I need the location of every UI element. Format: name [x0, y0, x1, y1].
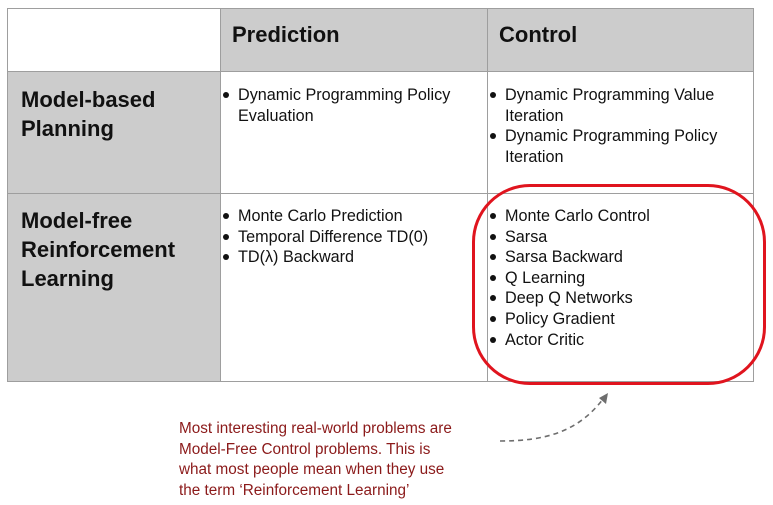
row-header-line: Learning — [21, 266, 114, 291]
grid-line-right — [753, 8, 754, 382]
list-item: Monte Carlo Prediction — [221, 206, 483, 227]
row-header-line: Model-free — [21, 208, 133, 233]
bullet-list: Monte Carlo Prediction Temporal Differen… — [221, 206, 483, 268]
list-item: Dynamic Programming Policy Iteration — [488, 126, 750, 167]
annotation-text: Most interesting real-world problems are… — [179, 419, 509, 501]
grid-line-bottom — [7, 381, 754, 382]
column-header-control: Control — [487, 9, 753, 71]
grid-line-col2 — [487, 8, 488, 382]
list-item: Temporal Difference TD(0) — [221, 227, 483, 248]
column-header-control-label: Control — [499, 22, 578, 47]
model-free-control-highlight — [472, 184, 766, 385]
cell-model-based-prediction: Dynamic Programming Policy Evaluation — [221, 85, 483, 126]
list-item: TD(λ) Backward — [221, 247, 483, 268]
list-item: Sarsa Backward — [488, 247, 750, 268]
annotation-line: Model-Free Control problems. This is — [179, 440, 431, 458]
annotation-line: the term ‘Reinforcement Learning’ — [179, 481, 410, 499]
grid-line-top — [7, 8, 754, 9]
cell-model-free-prediction: Monte Carlo Prediction Temporal Differen… — [221, 206, 483, 268]
row-header-line: Model-based — [21, 87, 156, 112]
bullet-list: Dynamic Programming Policy Evaluation — [221, 85, 483, 126]
row-header-model-based: Model-based Planning — [8, 71, 220, 193]
grid-line-middle — [7, 193, 754, 194]
grid-line-header — [7, 71, 754, 72]
annotation-line: Most interesting real-world problems are — [179, 420, 452, 437]
grid-line-left — [7, 8, 8, 382]
list-item: Dynamic Programming Policy Evaluation — [221, 85, 483, 126]
list-item: Dynamic Programming Value Iteration — [488, 85, 750, 126]
column-header-prediction: Prediction — [220, 9, 487, 71]
corner-cell — [8, 9, 220, 71]
column-header-prediction-label: Prediction — [232, 22, 340, 47]
bullet-list: Dynamic Programming Value Iteration Dyna… — [488, 85, 750, 167]
row-header-model-free: Model-free Reinforcement Learning — [8, 193, 220, 381]
row-header-line: Reinforcement — [21, 237, 176, 262]
grid-line-col1 — [220, 8, 221, 382]
list-item: Policy Gradient — [488, 309, 750, 330]
cell-model-based-control: Dynamic Programming Value Iteration Dyna… — [488, 85, 750, 167]
list-item: Q Learning — [488, 268, 750, 289]
annotation-line: what most people mean when they use — [179, 461, 445, 478]
list-item: Deep Q Networks — [488, 288, 750, 309]
row-header-line: Planning — [21, 116, 114, 141]
